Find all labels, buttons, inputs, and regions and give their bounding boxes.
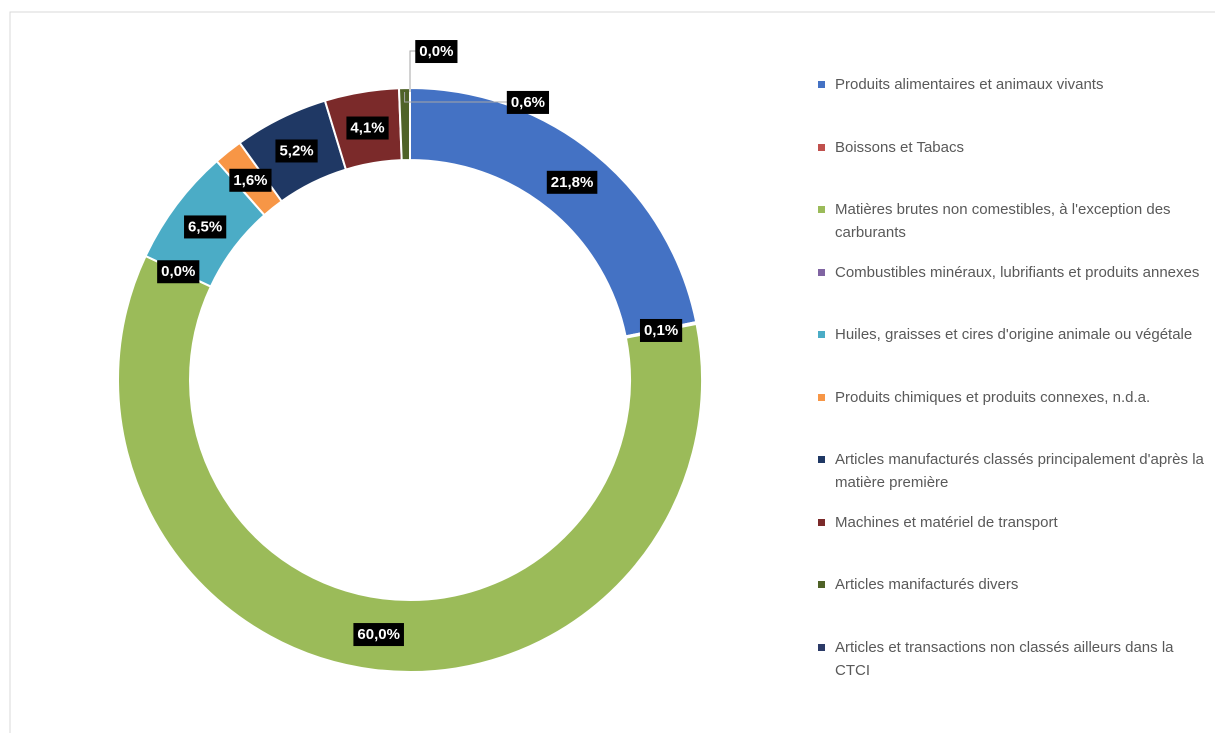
data-label: 0,6% bbox=[506, 90, 550, 114]
data-label: 4,1% bbox=[346, 116, 389, 140]
legend-text: Matières brutes non comestibles, à l'exc… bbox=[835, 201, 1171, 241]
leader-line bbox=[404, 92, 528, 103]
legend-text: Produits alimentaires et animaux vivants bbox=[835, 76, 1104, 93]
legend-item: Combustibles minéraux, lubrifiants et pr… bbox=[818, 261, 1205, 284]
legend-item: Articles et transactions non classés ail… bbox=[818, 636, 1205, 682]
data-label: 0,0% bbox=[415, 40, 458, 64]
label-box bbox=[353, 623, 404, 647]
label-text: 60,0% bbox=[357, 626, 400, 643]
legend-text: Articles manifacturés divers bbox=[835, 576, 1019, 593]
legend-swatch bbox=[818, 143, 825, 151]
label-text: 21,8% bbox=[551, 174, 594, 191]
data-label: 1,6% bbox=[229, 168, 272, 192]
label-box bbox=[506, 90, 550, 114]
data-label: 6,5% bbox=[184, 215, 227, 239]
legend-text: Combustibles minéraux, lubrifiants et pr… bbox=[835, 263, 1200, 281]
label-box bbox=[184, 215, 227, 239]
label-text: 6,5% bbox=[188, 218, 222, 235]
donut-slice bbox=[409, 86, 698, 338]
label-text: 0,0% bbox=[161, 263, 195, 280]
frame bbox=[9, 11, 1215, 733]
legend-item: Boissons et Tabacs bbox=[818, 136, 1205, 159]
legend-swatch bbox=[818, 331, 825, 338]
legend-swatch bbox=[818, 643, 825, 651]
legend-item: Huiles, graisses et cires d'origine anim… bbox=[818, 323, 1205, 346]
legend-swatch bbox=[818, 206, 825, 213]
data-label: 5,2% bbox=[275, 139, 318, 163]
legend-item: Produits chimiques et produits connexes,… bbox=[818, 386, 1205, 409]
legend-item: Articles manifacturés divers bbox=[818, 573, 1205, 596]
data-label: 60,0% bbox=[353, 623, 404, 647]
label-box bbox=[229, 168, 272, 192]
label-text: 0,0% bbox=[419, 43, 453, 60]
label-text: 0,1% bbox=[644, 322, 678, 339]
label-text: 4,1% bbox=[350, 120, 384, 137]
label-box bbox=[275, 139, 318, 163]
legend-text: Huiles, graisses et cires d'origine anim… bbox=[835, 326, 1193, 343]
label-box bbox=[639, 318, 683, 342]
legend-text: Boissons et Tabacs bbox=[835, 138, 964, 156]
label-text: 0,6% bbox=[511, 94, 545, 111]
legend-swatch bbox=[818, 81, 825, 88]
legend-swatch bbox=[818, 393, 825, 401]
legend-item: Articles manufacturés classés principale… bbox=[818, 448, 1205, 494]
data-label: 0,0% bbox=[157, 260, 200, 284]
label-text: 1,6% bbox=[233, 172, 267, 189]
label-box bbox=[546, 170, 598, 194]
label-text: 5,2% bbox=[279, 142, 313, 159]
label-box bbox=[346, 116, 389, 140]
legend-swatch bbox=[818, 268, 825, 276]
legend-swatch bbox=[818, 581, 825, 588]
legend-text: Machines et matériel de transport bbox=[835, 513, 1058, 531]
legend-item: Matières brutes non comestibles, à l'exc… bbox=[818, 198, 1205, 244]
legend-text: Articles manufacturés classés principale… bbox=[835, 451, 1204, 491]
data-label: 21,8% bbox=[546, 170, 598, 194]
legend-text: Produits chimiques et produits connexes,… bbox=[835, 388, 1151, 406]
label-box bbox=[415, 40, 458, 64]
donut-slice bbox=[117, 254, 703, 673]
legend-item: Produits alimentaires et animaux vivants bbox=[818, 73, 1205, 96]
data-label: 0,1% bbox=[639, 318, 683, 342]
legend-swatch bbox=[818, 456, 825, 463]
label-box bbox=[157, 260, 200, 284]
legend-text: Articles et transactions non classés ail… bbox=[835, 638, 1174, 679]
legend-swatch bbox=[818, 518, 825, 526]
legend-item: Machines et matériel de transport bbox=[818, 511, 1205, 534]
